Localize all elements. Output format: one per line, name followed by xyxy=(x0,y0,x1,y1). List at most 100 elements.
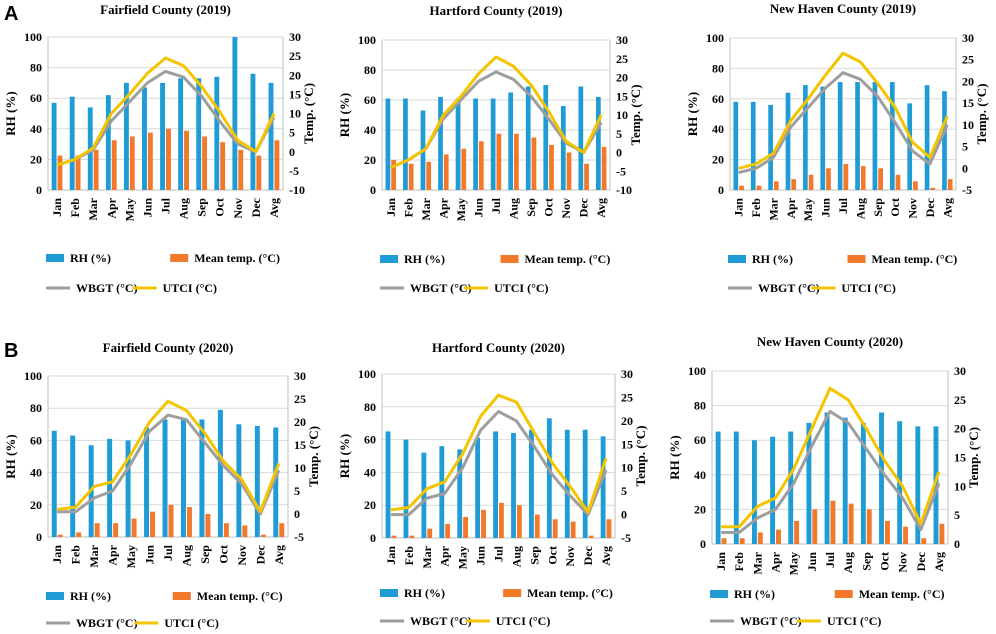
chart-4: Fairfield County (2020) 0 20 40 60 80 100 -5 0 5 1… xyxy=(3,340,321,630)
x-tick-label: Apr xyxy=(769,551,783,572)
legend-label-utci: UTCI (°C) xyxy=(841,281,895,295)
y-left-tick-label: 100 xyxy=(358,367,376,381)
x-tick-label: Sep xyxy=(527,546,541,565)
x-tick-label: Jul xyxy=(836,197,850,214)
x-tick-label: Jan xyxy=(732,198,746,217)
y-left-tick-label: 40 xyxy=(364,465,376,479)
y-right-tick-label: 0 xyxy=(954,537,960,551)
y-left-tick-label: 60 xyxy=(30,433,42,447)
mean-temp-bar xyxy=(549,145,554,190)
mean-temp-bar xyxy=(947,179,953,190)
mean-temp-bar xyxy=(921,538,927,544)
y-left-tick-label: 100 xyxy=(688,364,706,378)
mean-temp-bar xyxy=(601,146,607,190)
legend-label-rh: RH (%) xyxy=(752,252,793,266)
mean-temp-bar xyxy=(409,535,415,538)
x-tick-label: Dec xyxy=(581,545,595,565)
chart-6: New Haven County (2020) 0 20 40 60 80 100 0 5 10 1… xyxy=(667,334,981,628)
legend-label-mean-temp: Mean temp. (°C) xyxy=(197,589,283,603)
mean-temp-bar xyxy=(826,168,831,190)
y-left-tick-label: 0 xyxy=(36,183,42,197)
y-left-tick-label: 60 xyxy=(364,93,376,107)
x-tick-label: Jun xyxy=(819,198,833,218)
rh-bar xyxy=(125,440,131,537)
x-tick-label: May xyxy=(456,546,470,569)
mean-temp-bar xyxy=(220,142,226,190)
mean-temp-bar xyxy=(223,523,229,537)
legend-swatch-mean-temp xyxy=(847,255,866,263)
wbgt-line xyxy=(721,409,941,534)
y-left-tick-label: 0 xyxy=(370,531,376,545)
chart-5: Hartford County (2020) 0 20 40 60 80 100 -5 0 5 10… xyxy=(337,340,648,628)
mean-temp-bar xyxy=(93,149,99,190)
y-left-tick-label: 0 xyxy=(718,183,724,197)
rh-bar xyxy=(529,429,534,538)
mean-temp-bar xyxy=(57,155,63,190)
mean-temp-bar xyxy=(903,526,909,544)
x-tick-label: Avg xyxy=(594,198,608,218)
y-left-tick-label: 100 xyxy=(24,30,42,44)
legend-swatch-rh xyxy=(46,592,64,600)
y-right-tick-label: 10 xyxy=(294,461,306,475)
rh-bar xyxy=(855,82,860,190)
y-right-tick-label: -5 xyxy=(294,530,304,544)
x-tick-label: Oct xyxy=(213,198,227,217)
legend-swatch-rh xyxy=(380,589,398,597)
rh-bar xyxy=(51,430,57,537)
y-left-tick-label: 20 xyxy=(30,498,42,512)
mean-temp-bar xyxy=(566,152,572,190)
rh-bar xyxy=(403,439,409,538)
rh-bar xyxy=(403,98,408,190)
rh-bar xyxy=(924,85,930,190)
x-tick-label: Nov xyxy=(559,198,573,219)
x-tick-label: Mar xyxy=(419,197,433,220)
legend-swatch-rh xyxy=(46,254,64,262)
x-tick-label: Mar xyxy=(766,197,780,220)
rh-bar xyxy=(582,429,588,538)
y-right-tick-label: 15 xyxy=(294,438,306,452)
rh-bar xyxy=(733,101,739,190)
x-tick-label: Nov xyxy=(235,545,249,566)
y-left-tick-label: 0 xyxy=(700,537,706,551)
x-tick-label: Avg xyxy=(599,546,613,566)
y-left-tick-label: 20 xyxy=(712,153,724,167)
rh-bar xyxy=(254,425,260,537)
mean-temp-bar xyxy=(830,500,836,544)
legend: RH (%) Mean temp. (°C) WBGT (°C) UTCI (°C) xyxy=(46,251,280,295)
rh-bar xyxy=(160,82,165,190)
rh-bar xyxy=(546,418,552,538)
rh-bar xyxy=(842,417,848,544)
rh-bar xyxy=(473,98,478,190)
y-right-tick-label: 5 xyxy=(289,126,295,140)
legend-label-wbgt: WBGT (°C) xyxy=(740,614,802,628)
y-right-axis-label: Temp. (°C) xyxy=(301,83,316,144)
y-left-tick-label: 80 xyxy=(712,61,724,75)
y-right-tick-label: 15 xyxy=(621,437,633,451)
mean-temp-bar xyxy=(279,523,285,537)
legend-label-utci: UTCI (°C) xyxy=(494,281,548,295)
rh-bar xyxy=(123,82,129,190)
rh-bar xyxy=(933,426,939,544)
legend-swatch-mean-temp xyxy=(834,590,853,598)
chart-1: Fairfield County (2019)020406080100-10-5… xyxy=(3,2,316,295)
rh-bar xyxy=(457,449,463,538)
mean-temp-bar xyxy=(516,505,522,538)
y-left-axis-label: RH (%) xyxy=(667,435,682,479)
y-left-tick-label: 80 xyxy=(30,61,42,75)
x-tick-label: Aug xyxy=(841,552,855,573)
chart-title: New Haven County (2019) xyxy=(770,1,916,16)
y-right-tick-label: 30 xyxy=(289,30,301,44)
x-tick-label: Feb xyxy=(401,198,415,218)
mean-temp-bar xyxy=(860,166,866,190)
mean-temp-bar xyxy=(461,148,467,190)
charts-container: Fairfield County (2019)020406080100-10-5… xyxy=(3,1,989,630)
rh-bar xyxy=(600,436,606,538)
mean-temp-bar xyxy=(843,163,849,190)
rh-bar xyxy=(543,85,549,190)
x-tick-label: Jan xyxy=(384,198,398,217)
y-left-tick-label: 80 xyxy=(694,399,706,413)
mean-temp-bar xyxy=(131,518,137,537)
rh-bar xyxy=(806,422,812,544)
y-right-tick-label: 20 xyxy=(294,415,306,429)
